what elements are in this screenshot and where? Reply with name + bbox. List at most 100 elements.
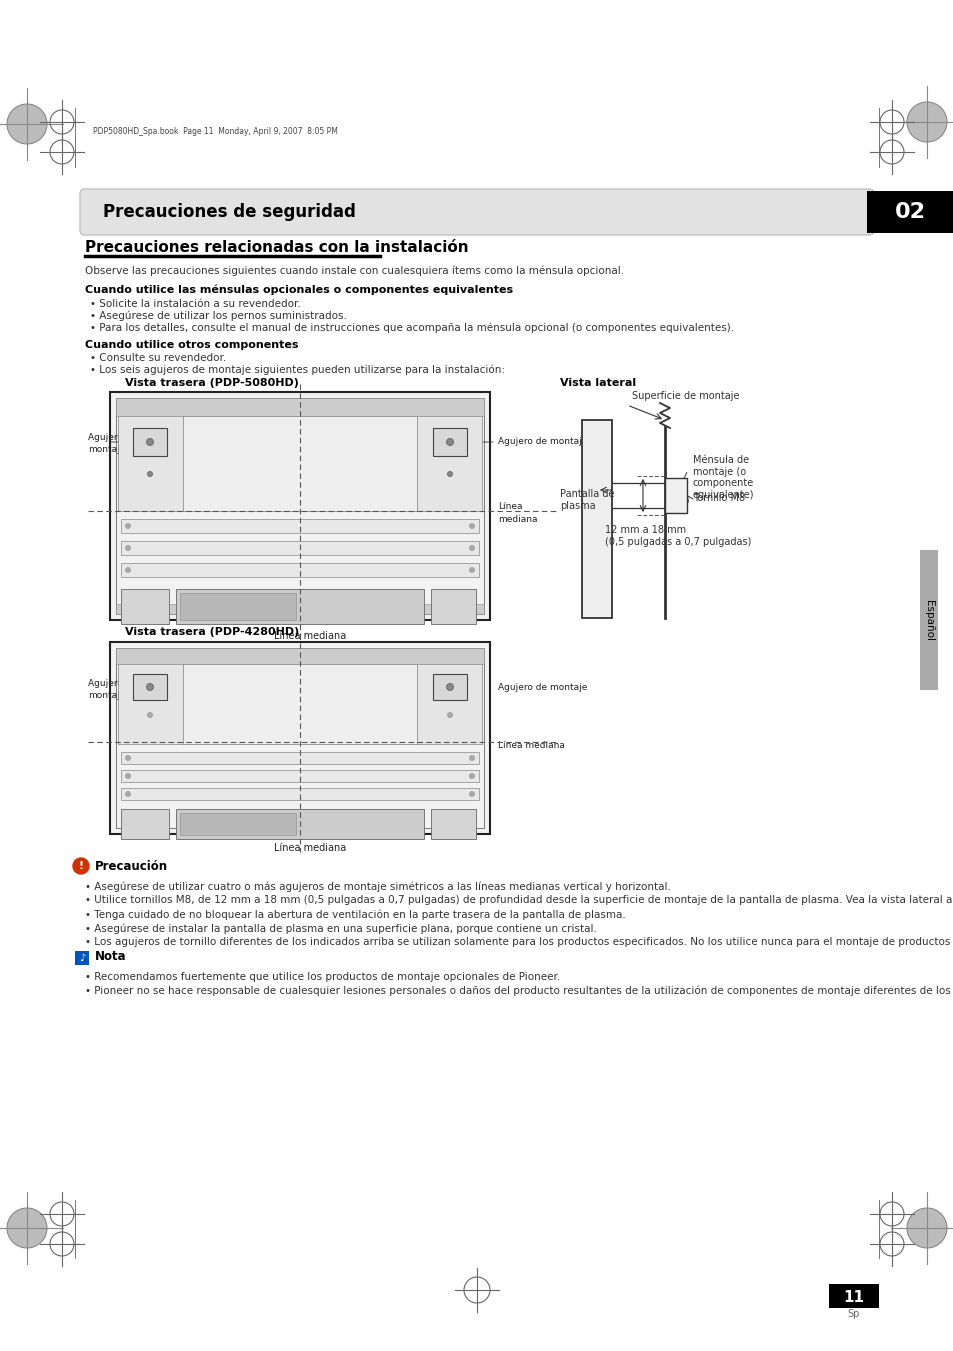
Circle shape xyxy=(147,684,153,690)
Bar xyxy=(919,550,937,690)
Text: ♪: ♪ xyxy=(79,952,85,963)
Text: montaje: montaje xyxy=(88,690,125,700)
Text: Agujero de montaje: Agujero de montaje xyxy=(497,682,587,692)
Circle shape xyxy=(469,567,474,573)
Text: • Pioneer no se hace responsable de cualesquier lesiones personales o daños del : • Pioneer no se hace responsable de cual… xyxy=(85,986,953,997)
Bar xyxy=(110,392,490,620)
Bar xyxy=(118,416,481,511)
Bar xyxy=(175,589,423,624)
Text: Superficie de montaje: Superficie de montaje xyxy=(631,390,739,401)
Text: • Utilice tornillos M8, de 12 mm a 18 mm (0,5 pulgadas a 0,7 pulgadas) de profun: • Utilice tornillos M8, de 12 mm a 18 mm… xyxy=(85,894,953,905)
Text: Vista lateral: Vista lateral xyxy=(559,378,636,388)
Bar xyxy=(132,674,167,700)
Text: Tornillo M8: Tornillo M8 xyxy=(692,493,744,503)
Bar xyxy=(183,663,416,744)
Text: Línea: Línea xyxy=(497,503,522,511)
Bar xyxy=(121,540,478,555)
FancyBboxPatch shape xyxy=(80,189,873,235)
Bar xyxy=(866,190,952,232)
Circle shape xyxy=(126,755,131,761)
Text: Precauciones relacionadas con la instalación: Precauciones relacionadas con la instala… xyxy=(85,240,468,255)
Text: • Asegúrese de utilizar los pernos suministrados.: • Asegúrese de utilizar los pernos sumin… xyxy=(90,311,347,322)
Bar xyxy=(110,642,490,834)
Bar xyxy=(180,813,295,835)
Circle shape xyxy=(469,523,474,528)
Text: Cuando utilice las ménsulas opcionales o componentes equivalentes: Cuando utilice las ménsulas opcionales o… xyxy=(85,285,513,296)
Bar xyxy=(828,1283,878,1308)
Circle shape xyxy=(126,546,131,550)
Circle shape xyxy=(906,101,946,142)
Text: • Los agujeros de tornillo diferentes de los indicados arriba se utilizan solame: • Los agujeros de tornillo diferentes de… xyxy=(85,938,953,947)
Bar xyxy=(121,589,169,624)
Text: • Tenga cuidado de no bloquear la abertura de ventilación en la parte trasera de: • Tenga cuidado de no bloquear la abertu… xyxy=(85,909,625,920)
Bar xyxy=(431,809,476,839)
Bar xyxy=(116,604,483,613)
Bar xyxy=(116,648,483,828)
Text: mediana: mediana xyxy=(497,515,537,524)
Text: PDP5080HD_Spa.book  Page 11  Monday, April 9, 2007  8:05 PM: PDP5080HD_Spa.book Page 11 Monday, April… xyxy=(92,127,337,135)
Text: • Asegúrese de utilizar cuatro o más agujeros de montaje simétricos a las líneas: • Asegúrese de utilizar cuatro o más agu… xyxy=(85,881,670,892)
Bar xyxy=(121,563,478,577)
Circle shape xyxy=(148,712,152,717)
Bar xyxy=(581,420,612,617)
Circle shape xyxy=(446,439,453,446)
Circle shape xyxy=(7,104,47,145)
Circle shape xyxy=(469,792,474,797)
Circle shape xyxy=(469,774,474,778)
Text: Cuando utilice otros componentes: Cuando utilice otros componentes xyxy=(85,340,298,350)
Text: Sp: Sp xyxy=(847,1309,860,1319)
Bar xyxy=(431,589,476,624)
Bar xyxy=(416,416,481,511)
Circle shape xyxy=(7,1208,47,1248)
Bar xyxy=(175,809,423,839)
Circle shape xyxy=(447,712,452,717)
Circle shape xyxy=(126,567,131,573)
Circle shape xyxy=(446,684,453,690)
Circle shape xyxy=(906,1208,946,1248)
Text: Línea mediana: Línea mediana xyxy=(497,742,564,750)
Text: 02: 02 xyxy=(894,203,924,222)
Bar xyxy=(121,788,478,800)
Circle shape xyxy=(126,523,131,528)
Bar xyxy=(118,416,183,511)
Circle shape xyxy=(126,774,131,778)
Bar xyxy=(664,478,686,513)
Text: • Para los detalles, consulte el manual de instrucciones que acompaña la ménsula: • Para los detalles, consulte el manual … xyxy=(90,323,734,334)
Text: 12 mm a 18 mm
(0,5 pulgadas a 0,7 pulgadas): 12 mm a 18 mm (0,5 pulgadas a 0,7 pulgad… xyxy=(604,526,751,547)
Text: Observe las precauciones siguientes cuando instale con cualesquiera ítems como l: Observe las precauciones siguientes cuan… xyxy=(85,266,623,276)
Text: • Los seis agujeros de montaje siguientes pueden utilizarse para la instalación:: • Los seis agujeros de montaje siguiente… xyxy=(90,365,504,376)
Text: • Asegúrese de instalar la pantalla de plasma en una superficie plana, porque co: • Asegúrese de instalar la pantalla de p… xyxy=(85,923,597,934)
Circle shape xyxy=(147,439,153,446)
Circle shape xyxy=(126,792,131,797)
Bar xyxy=(433,428,467,457)
Text: • Consulte su revendedor.: • Consulte su revendedor. xyxy=(90,353,226,363)
Bar xyxy=(180,593,295,620)
Text: Agujero de montaje: Agujero de montaje xyxy=(497,438,587,446)
Text: montaje: montaje xyxy=(88,446,125,454)
Circle shape xyxy=(148,471,152,477)
Circle shape xyxy=(469,546,474,550)
Circle shape xyxy=(447,471,452,477)
Bar xyxy=(121,753,478,765)
Text: Nota: Nota xyxy=(95,951,127,963)
Bar xyxy=(118,663,183,744)
Text: Pantalla de
plasma: Pantalla de plasma xyxy=(559,489,614,511)
Circle shape xyxy=(73,858,89,874)
Text: Agujero de: Agujero de xyxy=(88,678,137,688)
Text: Precauciones de seguridad: Precauciones de seguridad xyxy=(103,203,355,222)
Bar xyxy=(132,428,167,457)
Text: Español: Español xyxy=(923,600,933,640)
Text: • Solicite la instalación a su revendedor.: • Solicite la instalación a su revendedo… xyxy=(90,299,300,309)
Text: Agujero de: Agujero de xyxy=(88,434,137,443)
Bar xyxy=(121,770,478,782)
Text: Vista trasera (PDP-5080HD): Vista trasera (PDP-5080HD) xyxy=(125,378,298,388)
Text: !: ! xyxy=(78,861,84,871)
Circle shape xyxy=(469,755,474,761)
Bar xyxy=(121,809,169,839)
Text: 11: 11 xyxy=(842,1289,863,1305)
Bar xyxy=(75,951,89,965)
Bar xyxy=(116,399,483,613)
Text: • Recomendamos fuertemente que utilice los productos de montaje opcionales de Pi: • Recomendamos fuertemente que utilice l… xyxy=(85,971,559,982)
Bar xyxy=(433,674,467,700)
Bar xyxy=(116,648,483,663)
